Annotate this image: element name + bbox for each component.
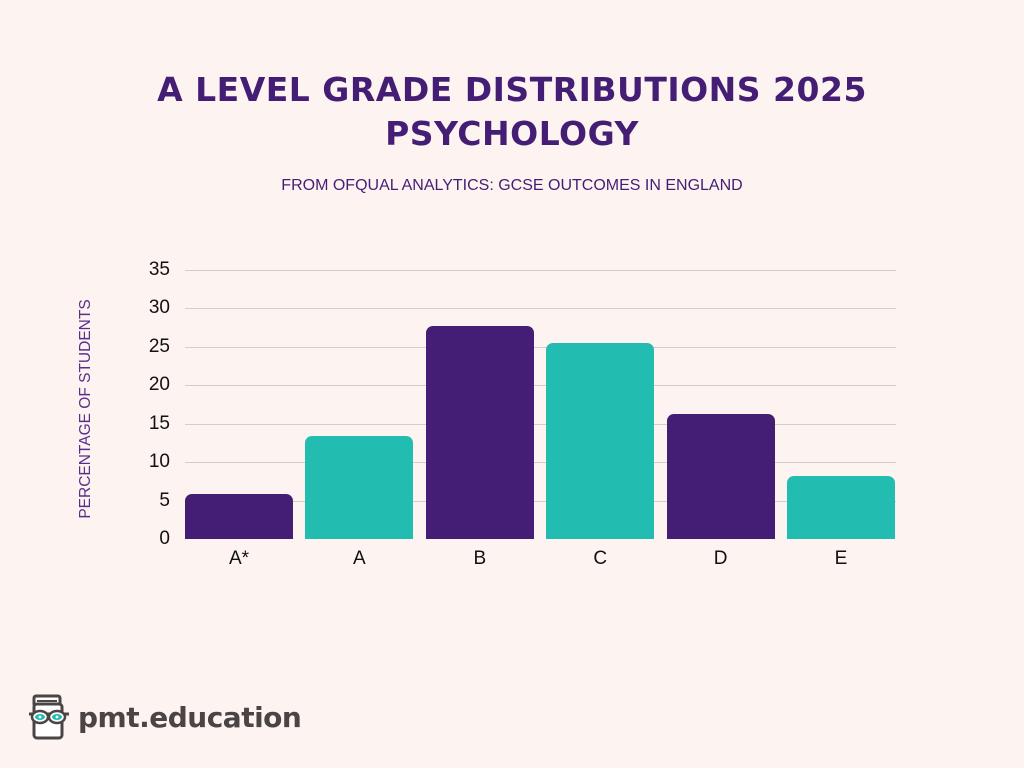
gridline [185,270,896,271]
y-tick-label: 25 [148,335,170,357]
x-tick-label: D [713,548,728,569]
bar-a [305,435,414,539]
x-tick-label: C [593,548,608,569]
title-line-2: PSYCHOLOGY [385,114,639,153]
bar-d [666,414,775,539]
gridline [185,424,896,425]
x-tick-label: A* [228,548,250,569]
logo-text: pmt.education [78,700,302,734]
title-line-1: A LEVEL GRADE DISTRIBUTIONS 2025 [157,70,867,109]
x-tick-label: B [473,548,487,569]
bar-c [546,343,655,539]
pmt-logo: pmt.education [28,694,302,740]
gridline [185,308,896,309]
bar-b [425,326,534,539]
gridline [185,462,896,463]
x-tick-label: E [834,548,848,569]
x-tick-label: A [353,548,366,569]
y-tick-label: 0 [159,528,170,549]
y-tick-label: 20 [148,374,170,395]
gridline [185,385,896,386]
chart-subtitle: FROM OFQUAL ANALYTICS: GCSE OUTCOMES IN … [281,177,743,194]
chart-title: A LEVEL GRADE DISTRIBUTIONS 2025 PSYCHOL… [0,68,1024,156]
y-tick-label: 15 [148,412,170,434]
book-with-glasses-icon [29,694,69,740]
y-tick-label: 10 [148,451,170,472]
bar-a-star [185,494,293,539]
bar-e [787,475,895,539]
y-tick-label: 30 [148,297,170,318]
y-tick-label: 5 [159,489,170,511]
y-tick-label: 35 [148,258,170,280]
gridline [185,501,896,502]
gridline [185,347,896,348]
